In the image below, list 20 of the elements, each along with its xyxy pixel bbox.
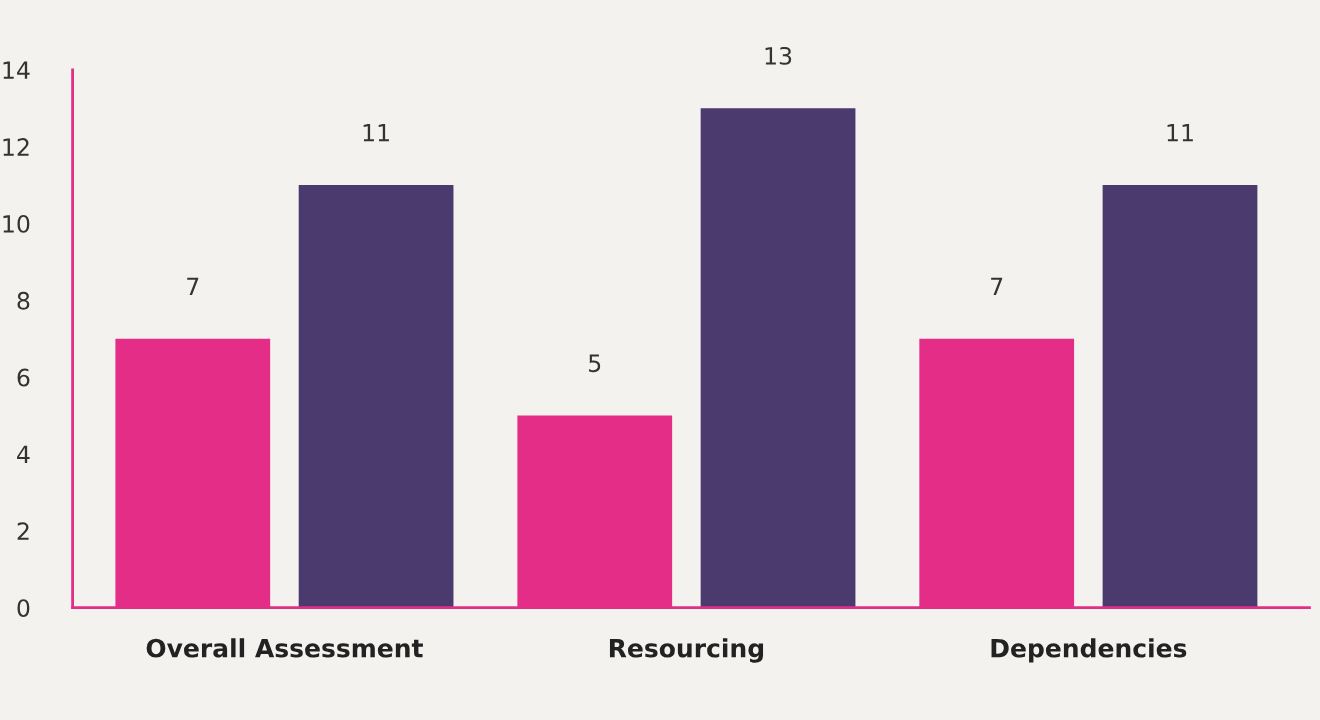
y-tick-label: 2 [17,522,29,540]
data-label: 7 [187,277,199,295]
data-label: 7 [991,277,1003,295]
data-label: 13 [765,46,792,65]
x-tick-label: Overall Assessment [146,638,423,658]
y-tick-label: 14 [3,61,30,79]
y-tick-label: 4 [17,445,30,463]
y-tick-label: 0 [17,599,30,617]
y-tick-label: 12 [3,138,29,156]
y-tick-label: 10 [3,214,30,233]
x-tick-label: Resourcing [609,638,764,663]
bar [1102,185,1258,608]
bar [298,185,454,608]
data-label: 11 [363,124,389,142]
bar [700,108,856,608]
y-tick-label: 6 [17,368,30,387]
data-label: 11 [1167,124,1193,142]
x-tick-label: Dependencies [991,638,1187,663]
y-tick-label: 8 [17,291,30,310]
data-label: 5 [589,354,601,373]
